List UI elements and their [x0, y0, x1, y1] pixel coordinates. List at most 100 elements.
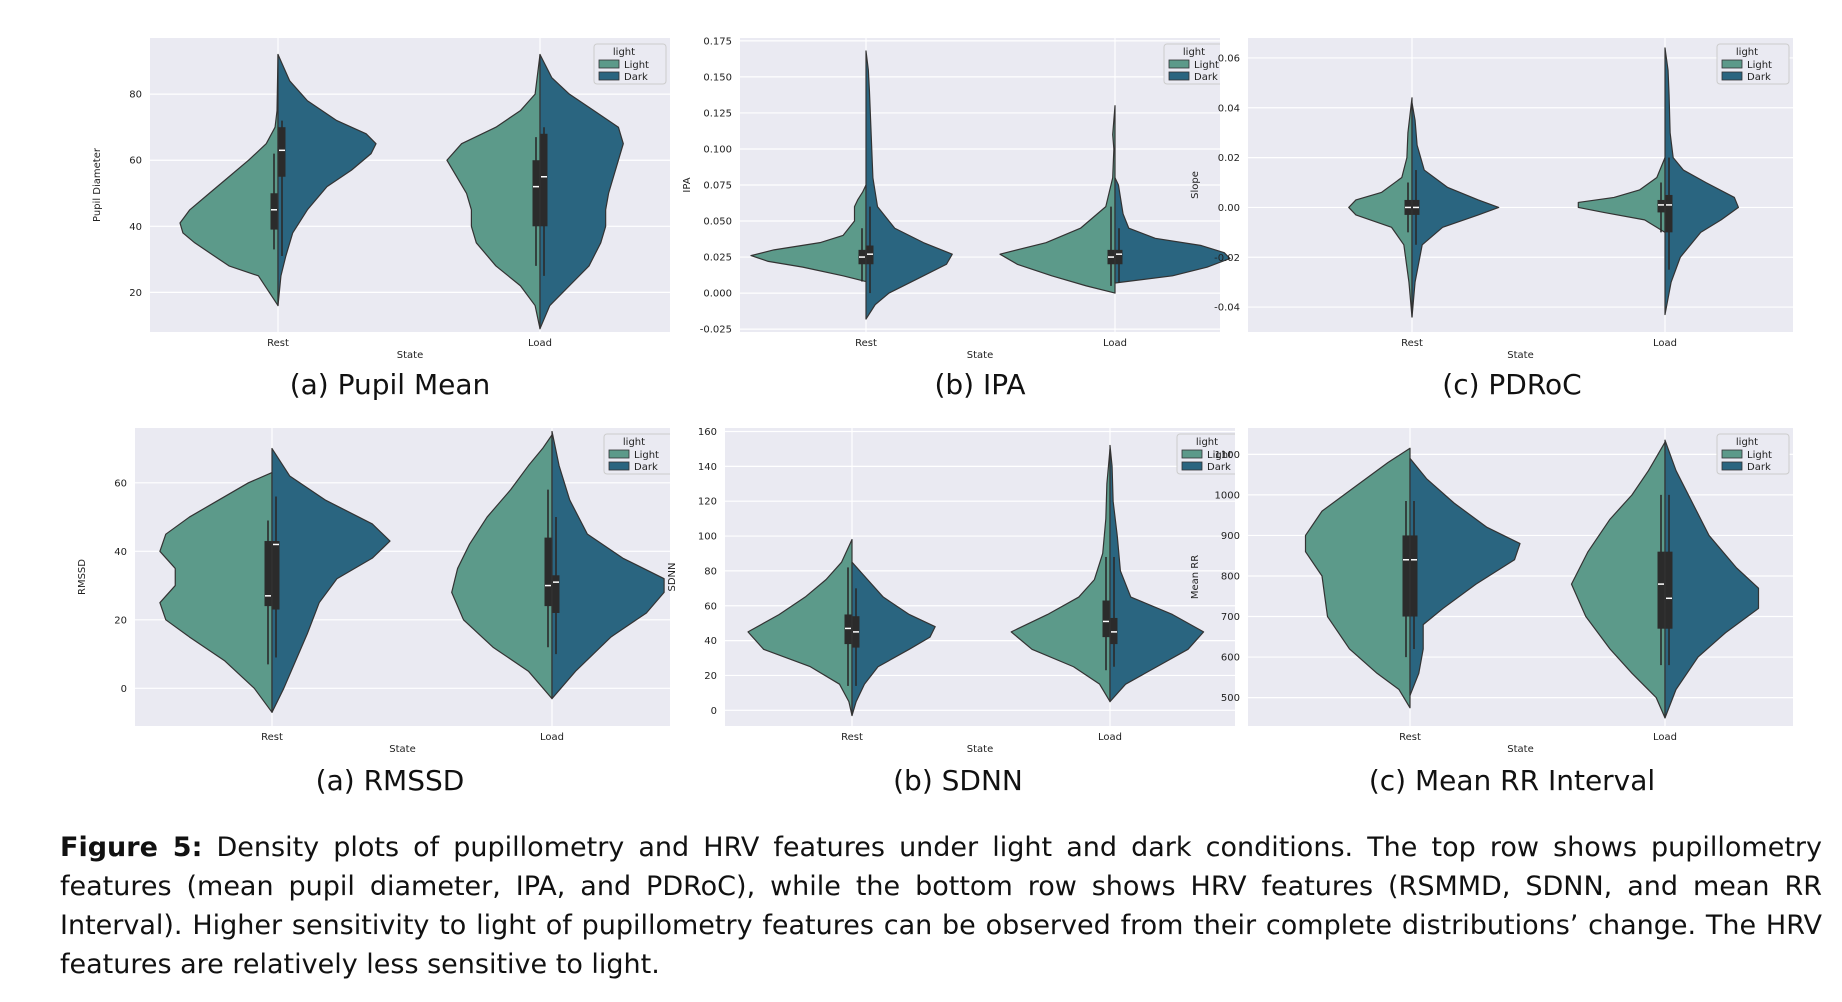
- y-tick-label: 700: [1221, 612, 1240, 623]
- x-axis-label: State: [1507, 350, 1533, 361]
- legend-swatch: [1181, 449, 1203, 459]
- legend-entry: Dark: [1207, 462, 1231, 473]
- legend-entry: Light: [1194, 60, 1219, 71]
- legend-title: light: [623, 437, 645, 448]
- figure: 20 40 60 80 Rest Load State Pupil Diameter light…: [77, 36, 1793, 797]
- legend-title: light: [1196, 437, 1218, 448]
- x-tick-label: Rest: [261, 732, 283, 743]
- violin-half: [1348, 97, 1413, 318]
- legend-swatch: [1168, 59, 1190, 69]
- x-axis-label: State: [967, 350, 993, 361]
- y-tick-label: 0.100: [703, 144, 732, 155]
- legend-entry: Dark: [1747, 72, 1771, 83]
- quartile-box: [1657, 551, 1665, 629]
- legend-entry: Dark: [1747, 462, 1771, 473]
- violin-half: [179, 53, 279, 307]
- legend-swatch: [608, 461, 630, 471]
- quartile-box: [540, 133, 548, 227]
- x-axis-label: State: [389, 744, 415, 755]
- x-axis-label: State: [397, 350, 423, 361]
- y-tick-label: 100: [698, 532, 717, 543]
- violin-half: [1109, 444, 1205, 703]
- violin-half: [865, 50, 953, 320]
- chart-panel-6: 500 600 700 800 900 1000 1100 Rest Load State Mean…: [1190, 428, 1793, 797]
- subcaption: (b) IPA: [934, 368, 1025, 401]
- y-tick-label: 20: [114, 615, 127, 626]
- y-tick-label: 40: [129, 222, 142, 233]
- chart-panel-2: -0.025 0.000 0.025 0.050 0.075 0.100 0.125 0.15…: [682, 36, 1231, 401]
- violin-half: [750, 184, 867, 283]
- legend-entry: Light: [624, 60, 649, 71]
- figure-caption: Figure 5: Density plots of pupillometry …: [60, 828, 1822, 984]
- x-tick-label: Load: [1098, 732, 1122, 743]
- legend-swatch: [598, 71, 620, 81]
- legend-entry: Light: [1747, 450, 1772, 461]
- subcaption: (c) PDRoC: [1442, 368, 1581, 401]
- y-tick-label: 0.175: [703, 36, 732, 47]
- y-tick-label: 900: [1221, 531, 1240, 542]
- y-tick-label: 800: [1221, 571, 1240, 582]
- violin-half: [1114, 177, 1231, 284]
- y-axis-label: RMSSD: [77, 559, 88, 595]
- y-tick-label: 60: [704, 601, 717, 612]
- violin-half: [1664, 439, 1760, 719]
- x-tick-label: Rest: [1401, 338, 1423, 349]
- y-axis-label: Pupil Diameter: [92, 147, 103, 222]
- y-tick-label: -0.025: [700, 325, 732, 336]
- quartile-box: [1665, 551, 1673, 629]
- caption-label: Figure 5:: [60, 832, 203, 863]
- plot-area: [725, 428, 1235, 726]
- legend-swatch: [1181, 461, 1203, 471]
- legend-title: light: [1736, 437, 1758, 448]
- violin-half: [551, 430, 665, 700]
- y-tick-label: 120: [698, 497, 717, 508]
- legend-swatch: [1168, 71, 1190, 81]
- y-tick-label: 60: [114, 478, 127, 489]
- violin-half: [539, 53, 624, 330]
- violin-half: [446, 53, 541, 330]
- y-tick-label: 0: [711, 706, 717, 717]
- y-tick-label: -0.02: [1214, 253, 1240, 264]
- y-tick-label: 1100: [1215, 450, 1240, 461]
- y-axis-label: IPA: [682, 177, 693, 192]
- y-axis-label: SDNN: [667, 562, 678, 591]
- x-tick-label: Load: [540, 732, 564, 743]
- legend-entry: Light: [634, 450, 659, 461]
- y-tick-label: 140: [698, 462, 717, 473]
- legend-swatch: [1721, 449, 1743, 459]
- y-tick-label: 0.000: [703, 289, 732, 300]
- legend-title: light: [1736, 47, 1758, 58]
- y-tick-label: 80: [129, 90, 142, 101]
- y-tick-label: -0.04: [1214, 303, 1240, 314]
- quartile-box: [544, 537, 552, 607]
- quartile-box: [1402, 535, 1410, 617]
- legend-title: light: [1183, 47, 1205, 58]
- y-tick-label: 0: [121, 684, 127, 695]
- violin-half: [1409, 457, 1521, 697]
- legend-swatch: [1721, 59, 1743, 69]
- violin-half: [271, 447, 391, 713]
- x-tick-label: Rest: [1399, 732, 1421, 743]
- quartile-box: [1110, 617, 1118, 645]
- quartile-box: [270, 193, 278, 230]
- violin-half: [1577, 156, 1666, 233]
- subcaption: (a) Pupil Mean: [290, 368, 491, 401]
- y-tick-label: 60: [129, 156, 142, 167]
- quartile-box: [278, 127, 286, 177]
- y-tick-label: 0.02: [1218, 153, 1240, 164]
- violin-half: [747, 538, 853, 717]
- legend-swatch: [1721, 71, 1743, 81]
- quartile-box: [1665, 194, 1673, 233]
- y-tick-label: 0.04: [1218, 103, 1240, 114]
- violin-half: [451, 434, 553, 700]
- y-axis-label: Slope: [1190, 171, 1201, 199]
- chart-panel-5: 0 20 40 60 80 100 120 140 160 Rest Load State SDNN li…: [667, 427, 1235, 797]
- quartile-box: [844, 614, 852, 645]
